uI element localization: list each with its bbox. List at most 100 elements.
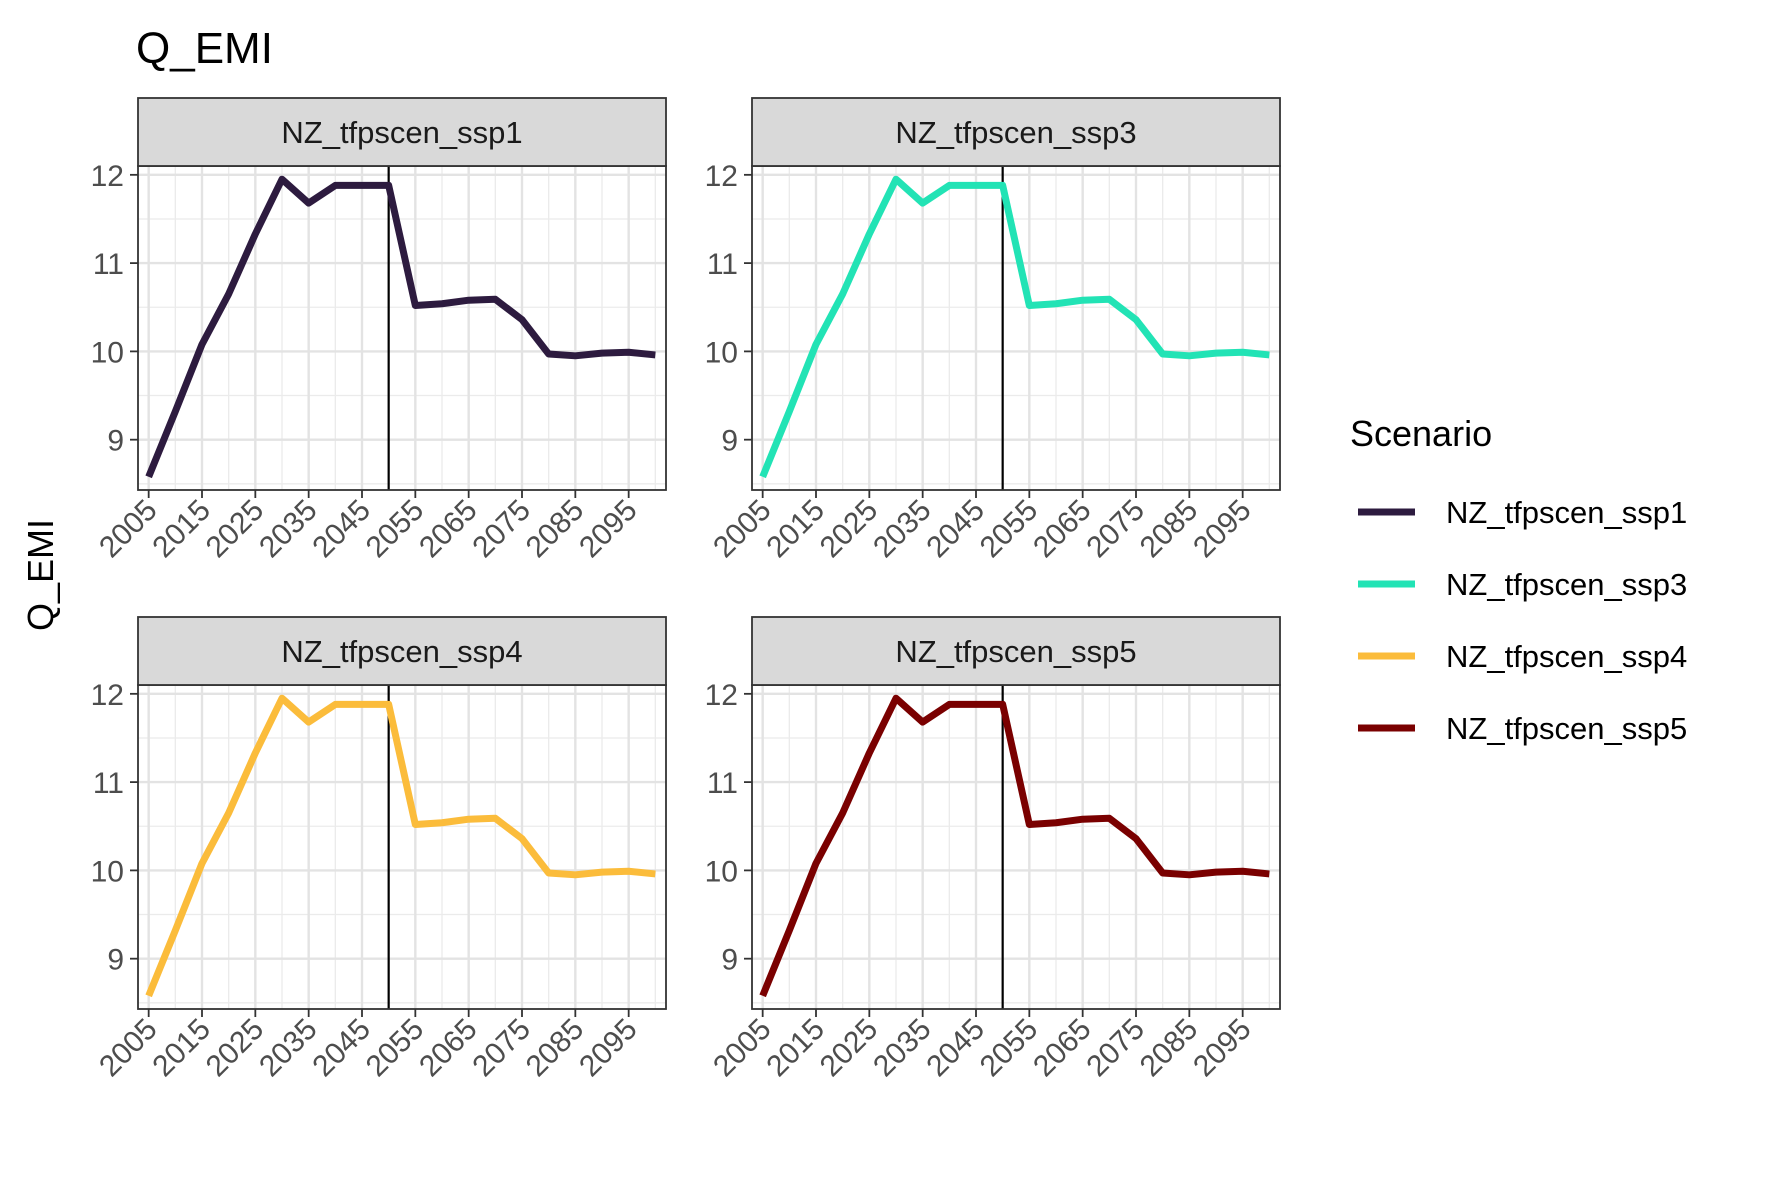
data-point — [1106, 815, 1113, 822]
data-point — [1026, 302, 1033, 309]
major-gridlines — [138, 166, 666, 490]
facet-strip-label: NZ_tfpscen_ssp1 — [281, 115, 522, 150]
data-point — [919, 719, 926, 726]
data-point — [866, 749, 873, 756]
legend-item: NZ_tfpscen_ssp4 — [1358, 639, 1687, 674]
data-point — [385, 701, 392, 708]
data-point — [572, 871, 579, 878]
data-point — [652, 351, 659, 358]
data-point — [172, 408, 179, 415]
data-point — [759, 473, 766, 480]
major-gridlines — [138, 685, 666, 1009]
data-point — [492, 815, 499, 822]
data-point — [279, 695, 286, 702]
legend-label: NZ_tfpscen_ssp4 — [1446, 639, 1687, 674]
y-tick-label: 10 — [705, 855, 738, 888]
data-point — [252, 230, 259, 237]
data-point — [305, 200, 312, 207]
data-point — [439, 300, 446, 307]
data-point — [893, 695, 900, 702]
legend-item: NZ_tfpscen_ssp5 — [1358, 711, 1687, 746]
y-tick-label: 11 — [93, 248, 124, 281]
legend: Scenario NZ_tfpscen_ssp1 NZ_tfpscen_ssp3 N… — [1350, 413, 1687, 746]
panel-background — [752, 685, 1280, 1009]
y-tick-label: 12 — [91, 160, 124, 193]
facet-strip — [137, 97, 667, 167]
facet-panel: NZ_tfpscen_ssp39101112200520152025203520… — [705, 97, 1281, 564]
data-point — [1079, 297, 1086, 304]
data-point — [572, 352, 579, 359]
data-point — [359, 182, 366, 189]
data-point — [492, 296, 499, 303]
minor-gridlines — [138, 685, 666, 1009]
data-point — [946, 182, 953, 189]
data-point — [145, 992, 152, 999]
data-point — [999, 701, 1006, 708]
y-tick-label: 10 — [91, 336, 124, 369]
facet-strip-label: NZ_tfpscen_ssp4 — [281, 634, 522, 669]
legend-title: Scenario — [1350, 413, 1492, 454]
facet-strip — [751, 97, 1281, 167]
facet-strip-label: NZ_tfpscen_ssp3 — [895, 115, 1136, 150]
y-tick-label: 12 — [705, 679, 738, 712]
data-point — [252, 749, 259, 756]
data-point — [813, 341, 820, 348]
major-gridlines — [752, 166, 1280, 490]
data-point — [1053, 300, 1060, 307]
data-point — [199, 341, 206, 348]
data-point — [279, 176, 286, 183]
data-point — [786, 927, 793, 934]
data-point — [1026, 821, 1033, 828]
y-tick-label: 12 — [705, 160, 738, 193]
data-point — [866, 230, 873, 237]
y-tick-label: 9 — [107, 944, 124, 977]
data-point — [172, 927, 179, 934]
data-point — [1186, 871, 1193, 878]
y-axis-label: Q_EMI — [20, 519, 61, 631]
facet-panel: NZ_tfpscen_ssp19101112200520152025203520… — [91, 97, 667, 564]
data-point — [332, 701, 339, 708]
y-tick-label: 9 — [107, 425, 124, 458]
data-point — [465, 816, 472, 823]
data-point — [1133, 316, 1140, 323]
data-point — [893, 176, 900, 183]
panel-background — [138, 685, 666, 1009]
facet-strip — [751, 616, 1281, 686]
y-tick-label: 9 — [721, 944, 738, 977]
data-point — [359, 701, 366, 708]
data-point — [1213, 869, 1220, 876]
y-tick-label: 11 — [707, 248, 738, 281]
minor-gridlines — [752, 166, 1280, 490]
data-point — [545, 870, 552, 877]
y-tick-label: 10 — [705, 336, 738, 369]
y-tick-label: 12 — [91, 679, 124, 712]
data-point — [839, 810, 846, 817]
data-point — [813, 860, 820, 867]
data-point — [145, 473, 152, 480]
major-gridlines — [752, 685, 1280, 1009]
data-point — [1213, 350, 1220, 357]
data-point — [199, 860, 206, 867]
data-point — [652, 870, 659, 877]
legend-label: NZ_tfpscen_ssp3 — [1446, 567, 1687, 602]
data-point — [1106, 296, 1113, 303]
data-point — [332, 182, 339, 189]
data-point — [225, 810, 232, 817]
data-point — [946, 701, 953, 708]
legend-label: NZ_tfpscen_ssp1 — [1446, 495, 1687, 530]
data-point — [305, 719, 312, 726]
y-tick-label: 10 — [91, 855, 124, 888]
data-point — [1159, 870, 1166, 877]
y-tick-label: 9 — [721, 425, 738, 458]
series-line — [145, 175, 656, 479]
chart-title: Q_EMI — [136, 24, 273, 73]
data-point — [1133, 835, 1140, 842]
data-point — [439, 819, 446, 826]
data-point — [973, 701, 980, 708]
data-point — [759, 992, 766, 999]
data-point — [599, 869, 606, 876]
facet-strip — [137, 616, 667, 686]
panel-background — [752, 166, 1280, 490]
data-point — [465, 297, 472, 304]
